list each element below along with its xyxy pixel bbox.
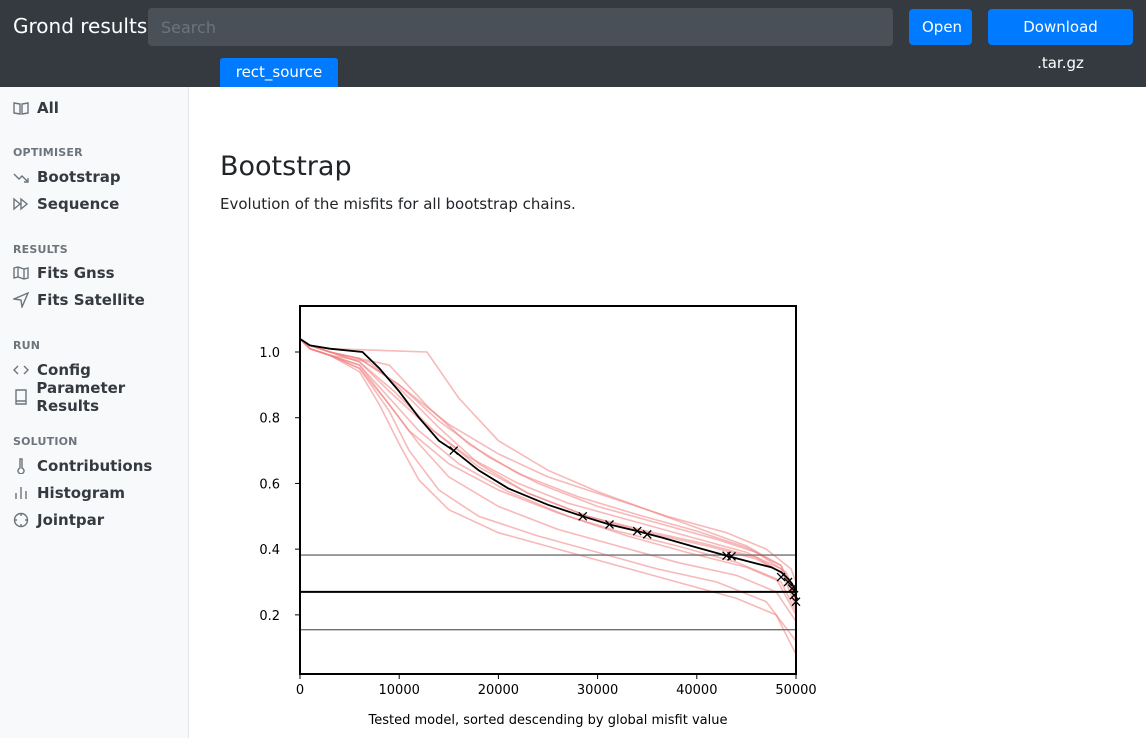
sidebar-item-label: Fits Satellite xyxy=(37,291,145,309)
bootstrap-chain-line xyxy=(299,338,797,599)
plot-frame xyxy=(299,305,797,675)
y-tick-label: 0.8 xyxy=(259,412,280,427)
y-tick-label: 0.6 xyxy=(259,477,280,492)
chain-marker xyxy=(776,572,786,582)
chain-marker xyxy=(727,551,736,561)
sidebar-item-label: All xyxy=(37,99,59,117)
chain-marker xyxy=(632,526,642,536)
x-tick-label: 40000 xyxy=(676,683,717,698)
x-tick-label: 50000 xyxy=(775,683,816,698)
bootstrap-chain-line xyxy=(299,338,797,655)
sidebar-item-fits-gnss[interactable]: Fits Gnss xyxy=(12,262,115,284)
book-icon xyxy=(12,389,29,405)
sidebar-item-label: Parameter Results xyxy=(36,379,126,415)
reference-lines xyxy=(300,554,796,631)
section-heading-results: RESULTS xyxy=(13,243,68,256)
sidebar-item-jointpar[interactable]: Jointpar xyxy=(12,509,104,531)
y-tick-label: 0.2 xyxy=(259,609,280,624)
bar-chart-icon xyxy=(12,485,30,501)
chain-marker xyxy=(605,520,614,529)
x-tick-label: 20000 xyxy=(478,683,519,698)
brand-title[interactable]: Grond results xyxy=(13,14,148,38)
bootstrap-chain-line xyxy=(299,338,797,609)
chain-marker xyxy=(449,446,459,456)
sidebar-item-label: Fits Gnss xyxy=(37,264,115,282)
thermometer-icon xyxy=(12,458,30,474)
chain-marker xyxy=(787,584,797,594)
bootstrap-chain-line xyxy=(299,338,797,612)
sidebar-item-label: Config xyxy=(37,361,91,379)
fast-forward-icon xyxy=(12,196,30,212)
bootstrap-chain-line xyxy=(299,338,797,616)
sidebar-item-label: Jointpar xyxy=(37,511,105,529)
section-heading-solution: SOLUTION xyxy=(13,435,78,448)
x-tick-label: 30000 xyxy=(577,683,618,698)
page-description: Evolution of the misfits for all bootstr… xyxy=(220,195,576,213)
sidebar-item-histogram[interactable]: Histogram xyxy=(12,482,125,504)
y-tick-label: 1.0 xyxy=(259,346,280,361)
crosshair-icon xyxy=(12,512,30,528)
sidebar-item-all[interactable]: All xyxy=(12,97,59,119)
sidebar-item-label: Bootstrap xyxy=(37,168,121,186)
sidebar-item-label: Sequence xyxy=(37,195,120,213)
y-tick-label: 0.4 xyxy=(259,543,280,558)
chain-marker xyxy=(578,511,588,521)
top-navbar: Grond results Open Download .tar.gz rect… xyxy=(0,0,1146,87)
bootstrap-chains xyxy=(299,338,797,655)
sidebar-item-parameter-results[interactable]: Parameter Results xyxy=(12,379,188,415)
sidebar: All OPTIMISER Bootstrap Sequence RESULTS… xyxy=(0,87,189,738)
sidebar-item-label: Contributions xyxy=(37,457,153,475)
book-open-icon xyxy=(12,100,30,116)
navigation-icon xyxy=(12,292,30,308)
chain-marker xyxy=(783,577,793,587)
bootstrap-misfit-chart: 0 10000 20000 30000 40000 50000 0.2 0.4 0.6 0.8 1… xyxy=(259,305,817,728)
section-heading-optimiser: OPTIMISER xyxy=(13,146,83,159)
page-title: Bootstrap xyxy=(220,151,352,182)
sidebar-item-sequence[interactable]: Sequence xyxy=(12,193,119,215)
x-axis-label: Tested model, sorted descending by globa… xyxy=(367,713,727,728)
section-heading-run: RUN xyxy=(13,339,41,352)
trending-down-icon xyxy=(12,169,30,185)
map-icon xyxy=(12,265,30,281)
global-chain xyxy=(299,338,797,593)
sidebar-item-fits-satellite[interactable]: Fits Satellite xyxy=(12,289,145,311)
global-chain-line xyxy=(299,338,797,593)
x-tick-label: 0 xyxy=(296,683,304,698)
sidebar-item-contributions[interactable]: Contributions xyxy=(12,455,152,477)
y-axis-ticks: 0.2 0.4 0.6 0.8 1.0 xyxy=(259,346,300,624)
download-button[interactable]: Download .tar.gz xyxy=(988,9,1133,72)
tab-rect-source[interactable]: rect_source xyxy=(220,58,338,87)
x-axis-ticks: 0 10000 20000 30000 40000 50000 xyxy=(296,674,817,698)
bootstrap-chain-line xyxy=(299,338,797,599)
open-button[interactable]: Open xyxy=(909,9,972,45)
search-input[interactable] xyxy=(148,8,893,46)
x-tick-label: 10000 xyxy=(379,683,420,698)
sidebar-item-config[interactable]: Config xyxy=(12,359,91,381)
chain-marker xyxy=(642,529,652,539)
chain-markers xyxy=(449,446,801,607)
bootstrap-chain-line xyxy=(299,338,797,602)
sidebar-item-label: Histogram xyxy=(37,484,125,502)
sidebar-item-bootstrap[interactable]: Bootstrap xyxy=(12,166,121,188)
code-icon xyxy=(12,362,30,378)
